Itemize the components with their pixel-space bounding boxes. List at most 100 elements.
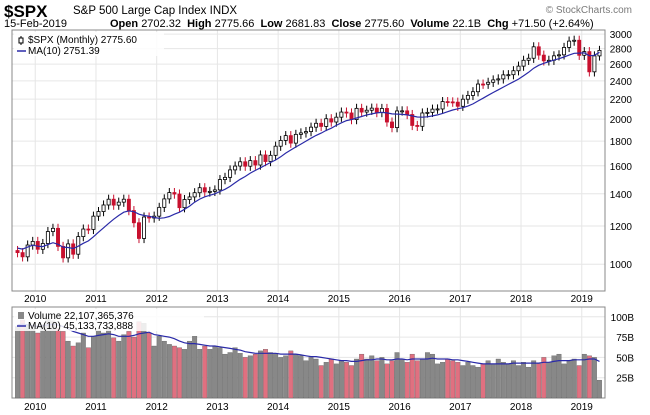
candle-body [536,46,541,56]
price-tick-label: 2400 [610,77,633,88]
candle-body [420,112,425,127]
candle-body [233,165,238,171]
volume-bar [182,349,187,399]
volume-bar [131,336,137,399]
volume-bar [394,352,400,399]
volume-bar [70,345,76,399]
candle-body [324,118,329,127]
candle-body [349,112,354,120]
volume-bar [384,363,390,399]
volume-bar [212,346,218,399]
candle-body [288,135,293,144]
volume-bar [338,360,344,399]
candle-body [359,107,364,113]
candle-body [217,179,222,191]
volume-bar [288,350,294,399]
candle-body [162,198,167,208]
candle-body [197,187,202,194]
candle-body [268,154,273,162]
x-year-label-volume: 2018 [510,402,533,413]
candle-body [106,198,111,206]
volume-bar [521,362,526,399]
volume-bar [273,353,279,399]
candle-body [45,231,50,244]
volume-bar [344,362,349,399]
candle-body [369,107,374,111]
volume-bar [435,363,440,399]
volume-bar [597,379,602,399]
volume-bar [60,331,66,399]
candle-body [440,101,445,110]
candle-body [126,198,131,211]
candle-body [121,198,126,203]
volume-x-labels: 2010 2011 2012 2013 2014 2015 2016 2017 2018 2019 [24,402,593,413]
candle-body [526,57,531,61]
candle-body [400,110,405,113]
volume-value: 22.1B [452,18,482,30]
volume-bar [445,358,451,399]
candle-body [283,135,288,141]
volume-bar [490,363,496,399]
candle-body [182,199,187,209]
candle-body [86,228,91,231]
volume-bar [85,347,91,399]
low-value: 2681.83 [285,18,326,30]
price-ma-line [17,51,600,250]
volume-bar [359,353,365,399]
volume-bar [571,358,577,399]
volume-bar [50,320,56,399]
volume-bar [15,326,20,399]
x-year-label-volume: 2011 [85,402,107,413]
volume-bar [566,360,572,399]
price-ma-legend-text: MA(10) 2751.39 [28,46,100,57]
volume-bar [187,340,193,399]
candle-body [329,118,334,123]
volume-ma-legend-text: MA(10) 45,133,733,888 [28,321,134,332]
volume-bar [364,358,370,399]
candle-body [344,111,349,114]
volume-bar [374,360,380,399]
candle-body [212,189,217,192]
volume-bar [232,347,238,399]
volume-bar [591,357,597,399]
volume-bar [126,331,132,399]
volume-bar [531,360,537,399]
volume-bar [96,329,101,399]
x-year-label-volume: 2010 [24,402,47,413]
volume-axis-ticks: 25B 50B 75B 100B [611,313,635,385]
price-legend-bg [14,32,164,56]
price-axis-ticks: 1000 1200 1400 1600 1800 2000 2200 2400 2600 2800… [610,30,633,271]
volume-bar [65,340,71,399]
volume-bar [455,362,461,399]
candle-body [263,154,268,162]
volume-label: Volume [410,18,450,30]
candle-body [410,114,415,126]
candle-body [460,98,465,107]
volume-bar [586,355,592,399]
candle-body [465,95,470,100]
candle-body [562,47,567,56]
candle-body [96,211,101,217]
x-year-label-volume: 2013 [206,402,229,413]
candle-body [202,187,207,193]
volume-bar [409,353,415,399]
candle-body [192,192,197,198]
volume-bar [278,357,284,399]
candle-body [35,241,40,250]
candle-body [435,108,440,111]
price-legend: $SPX (Monthly) 2775.60 MA(10) 2751.39 [14,32,164,57]
candle-body [541,54,546,62]
volume-bar [293,353,299,399]
candle-body [496,78,501,81]
volume-bar [166,344,172,399]
price-grid [12,30,605,291]
x-year-label-volume: 2019 [571,402,594,413]
volume-legend: Volume 22,107,365,376 MA(10) 45,133,733,… [14,309,204,332]
candle-body [20,252,25,258]
volume-bar [440,362,446,399]
candle-body [577,39,582,56]
candle-body [248,160,253,167]
candle-body [309,126,313,132]
volume-bar [526,366,532,399]
candle-body [521,59,526,67]
